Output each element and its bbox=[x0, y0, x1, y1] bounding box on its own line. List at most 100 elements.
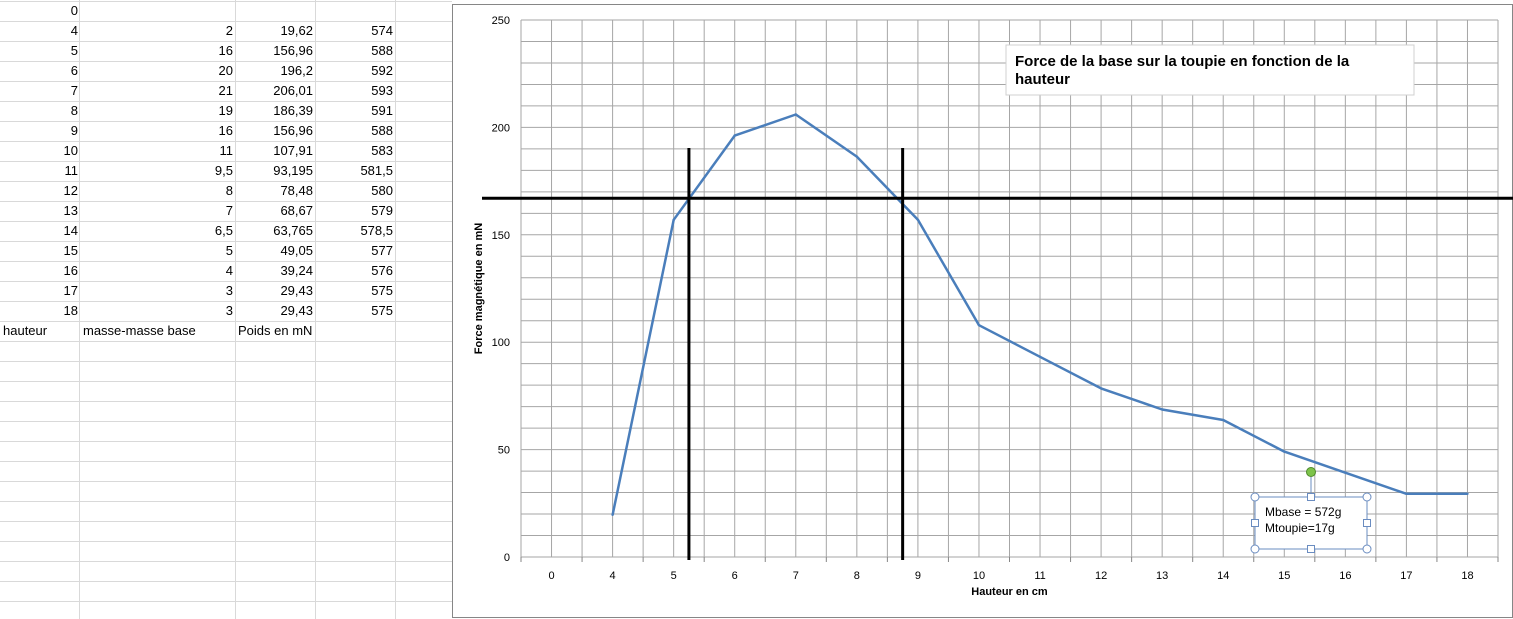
data-point bbox=[672, 218, 675, 222]
masse-cell[interactable]: 16 bbox=[218, 43, 233, 58]
masse-totale-cell[interactable]: 592 bbox=[371, 63, 393, 78]
poids-cell[interactable]: 29,43 bbox=[280, 283, 313, 298]
x-tick-label: 14 bbox=[1217, 570, 1229, 582]
poids-cell[interactable]: 63,765 bbox=[273, 223, 313, 238]
masse-cell[interactable]: 3 bbox=[225, 283, 233, 298]
resize-handle-side[interactable] bbox=[1307, 493, 1315, 501]
masse-totale-cell[interactable]: 583 bbox=[371, 143, 393, 158]
sheet-row-line bbox=[0, 501, 452, 502]
sheet-row-line bbox=[0, 421, 452, 422]
data-point bbox=[855, 155, 859, 158]
masse-cell[interactable]: 6,5 bbox=[214, 223, 233, 238]
hauteur-cell[interactable]: 18 bbox=[63, 303, 78, 318]
resize-handle-corner[interactable] bbox=[1362, 544, 1372, 554]
poids-cell[interactable]: 19,62 bbox=[280, 23, 313, 38]
hauteur-cell[interactable]: 5 bbox=[70, 43, 78, 58]
poids-cell[interactable]: 39,24 bbox=[280, 263, 313, 278]
masse-totale-cell[interactable]: 574 bbox=[371, 23, 393, 38]
masse-cell[interactable]: 4 bbox=[225, 263, 233, 278]
masse-totale-cell[interactable]: 591 bbox=[371, 103, 393, 118]
poids-cell[interactable]: 156,96 bbox=[273, 43, 313, 58]
rotate-handle[interactable] bbox=[1306, 467, 1316, 477]
y-tick-label: 0 bbox=[504, 552, 510, 564]
masse-totale-cell[interactable]: 581,5 bbox=[360, 163, 393, 178]
text-box-frame bbox=[1254, 496, 1368, 550]
sheet-row-line bbox=[0, 541, 452, 542]
masse-cell[interactable]: 21 bbox=[218, 83, 233, 98]
poids-cell[interactable]: 93,195 bbox=[273, 163, 313, 178]
poids-cell[interactable]: 29,43 bbox=[280, 303, 313, 318]
poids-cell[interactable]: 78,48 bbox=[280, 183, 313, 198]
masse-cell[interactable]: 11 bbox=[219, 143, 234, 158]
masse-totale-cell[interactable]: 576 bbox=[371, 263, 393, 278]
hauteur-cell[interactable]: 8 bbox=[70, 103, 78, 118]
hauteur-cell[interactable]: 12 bbox=[63, 183, 78, 198]
chart[interactable]: 0 50 100 150 200 250 0 4 5 6 7 8 9 10 11 12 13 14 15 16 17 18… bbox=[452, 4, 1513, 618]
hauteur-cell[interactable]: 0 bbox=[70, 3, 78, 18]
data-point bbox=[916, 218, 920, 222]
data-point bbox=[1222, 418, 1225, 422]
header-hauteur[interactable]: hauteur bbox=[3, 323, 48, 338]
data-point bbox=[733, 134, 736, 137]
y-tick-label: 50 bbox=[498, 445, 510, 457]
sheet-row-line bbox=[0, 241, 452, 242]
hauteur-cell[interactable]: 14 bbox=[63, 223, 78, 238]
x-tick-label: 5 bbox=[671, 570, 677, 582]
masse-cell[interactable]: 19 bbox=[218, 103, 233, 118]
masse-totale-cell[interactable]: 577 bbox=[371, 243, 393, 258]
resize-handle-corner[interactable] bbox=[1250, 544, 1260, 554]
sheet-row-line bbox=[0, 121, 452, 122]
data-point bbox=[794, 113, 797, 116]
masse-totale-cell[interactable]: 579 bbox=[371, 203, 393, 218]
masse-cell[interactable]: 7 bbox=[225, 203, 233, 218]
sheet-row-line bbox=[0, 601, 452, 602]
masse-totale-cell[interactable]: 575 bbox=[371, 303, 393, 318]
header-masse-masse-base[interactable]: masse-masse base bbox=[83, 323, 196, 338]
x-tick-label: 9 bbox=[915, 570, 921, 582]
hauteur-cell[interactable]: 10 bbox=[63, 143, 78, 158]
masse-cell[interactable]: 9,5 bbox=[214, 163, 233, 178]
poids-cell[interactable]: 156,96 bbox=[273, 123, 313, 138]
resize-handle-side[interactable] bbox=[1363, 519, 1371, 527]
x-tick-label: 13 bbox=[1156, 570, 1168, 582]
header-poids[interactable]: Poids en mN bbox=[238, 323, 313, 338]
hauteur-cell[interactable]: 6 bbox=[70, 63, 78, 78]
masse-totale-cell[interactable]: 580 bbox=[371, 183, 393, 198]
hauteur-cell[interactable]: 7 bbox=[70, 83, 78, 98]
masse-totale-cell[interactable]: 588 bbox=[371, 123, 393, 138]
masse-cell[interactable]: 8 bbox=[225, 183, 233, 198]
poids-cell[interactable]: 68,67 bbox=[280, 203, 313, 218]
resize-handle-corner[interactable] bbox=[1362, 492, 1372, 502]
poids-cell[interactable]: 206,01 bbox=[273, 83, 313, 98]
masse-cell[interactable]: 3 bbox=[225, 303, 233, 318]
data-point bbox=[1038, 355, 1042, 359]
sheet-row-line bbox=[0, 141, 452, 142]
masse-cell[interactable]: 2 bbox=[225, 23, 233, 38]
masse-totale-cell[interactable]: 593 bbox=[371, 83, 393, 98]
sheet-column-line bbox=[235, 0, 236, 619]
hauteur-cell[interactable]: 13 bbox=[63, 203, 78, 218]
resize-handle-side[interactable] bbox=[1307, 545, 1315, 553]
poids-cell[interactable]: 186,39 bbox=[273, 103, 313, 118]
y-tick-label: 250 bbox=[492, 15, 510, 27]
sheet-row-line bbox=[0, 321, 452, 322]
hauteur-cell[interactable]: 16 bbox=[63, 263, 78, 278]
masse-cell[interactable]: 5 bbox=[225, 243, 233, 258]
poids-cell[interactable]: 196,2 bbox=[280, 63, 313, 78]
hauteur-cell[interactable]: 17 bbox=[63, 283, 78, 298]
resize-handle-corner[interactable] bbox=[1250, 492, 1260, 502]
resize-handle-side[interactable] bbox=[1251, 519, 1259, 527]
masse-cell[interactable]: 20 bbox=[218, 63, 233, 78]
poids-cell[interactable]: 107,91 bbox=[273, 143, 313, 158]
hauteur-cell[interactable]: 11 bbox=[64, 163, 79, 178]
masse-totale-cell[interactable]: 578,5 bbox=[360, 223, 393, 238]
hauteur-cell[interactable]: 9 bbox=[70, 123, 78, 138]
hauteur-cell[interactable]: 4 bbox=[70, 23, 78, 38]
masse-totale-cell[interactable]: 575 bbox=[371, 283, 393, 298]
poids-cell[interactable]: 49,05 bbox=[280, 243, 313, 258]
masse-totale-cell[interactable]: 588 bbox=[371, 43, 393, 58]
hauteur-cell[interactable]: 15 bbox=[63, 243, 78, 258]
sheet-row-line bbox=[0, 581, 452, 582]
masse-cell[interactable]: 16 bbox=[218, 123, 233, 138]
x-tick-label: 10 bbox=[973, 570, 985, 582]
